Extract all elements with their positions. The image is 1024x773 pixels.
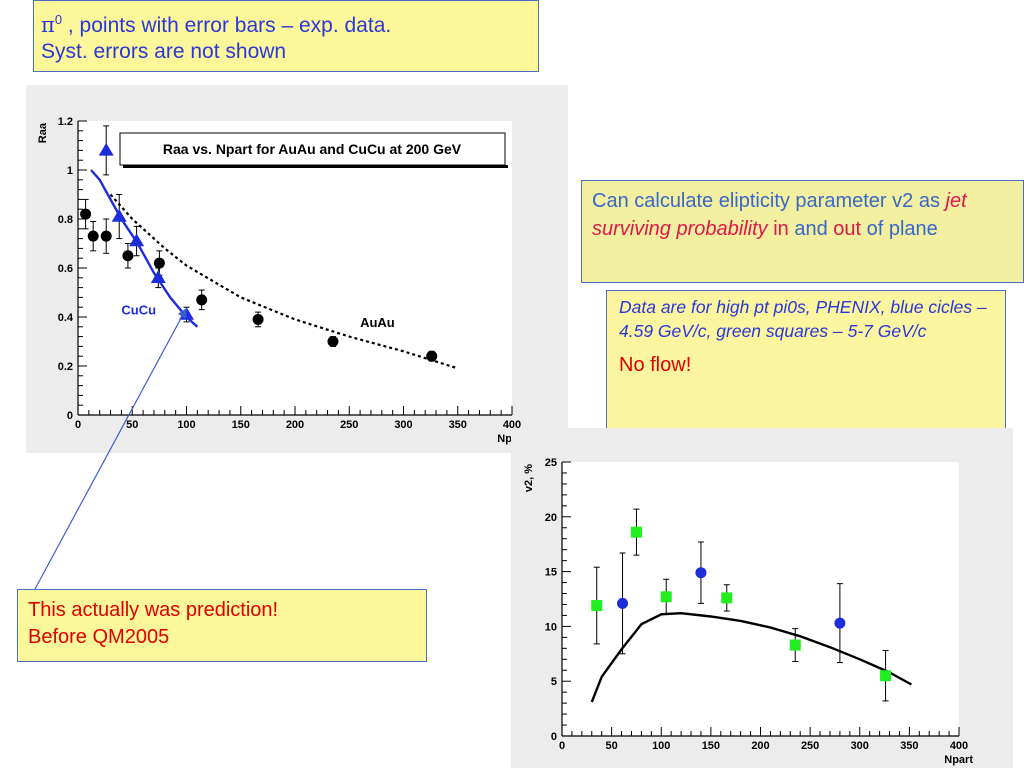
x-tick-label: 100 [177, 419, 195, 431]
y-tick-label: 0.6 [58, 263, 73, 275]
x-axis-label: Npart [944, 754, 973, 766]
data-point-square [630, 526, 642, 538]
x-tick-label: 300 [851, 740, 869, 752]
y-tick-label: 15 [545, 567, 557, 579]
raa-chart-panel: 0 50 100 150 200 250 300 350 400 0 0.2 0.4 0.6 0.8 1 1.… [26, 85, 568, 453]
v2-text-b: jet surviving probability [592, 190, 967, 240]
data-point-square [880, 670, 892, 682]
data-point-circle [834, 617, 846, 629]
data-point-circle [695, 567, 707, 579]
annotation-auau: AuAu [360, 315, 395, 330]
x-tick-label: 250 [340, 419, 358, 431]
x-tick-label: 0 [559, 740, 565, 752]
v2-text-f: of plane [861, 218, 938, 240]
y-tick-label: 0.4 [58, 312, 74, 324]
pi-symbol: π [41, 13, 55, 37]
pi-superscript: 0 [54, 12, 63, 27]
x-tick-label: 50 [126, 419, 138, 431]
data-point-circle [122, 250, 134, 262]
data-point-circle [153, 257, 165, 269]
y-tick-label: 1.2 [58, 116, 73, 128]
x-tick-label: 150 [232, 419, 250, 431]
x-tick-label: 0 [75, 419, 81, 431]
y-tick-label: 0 [67, 410, 73, 422]
data-point-triangle [150, 270, 166, 284]
x-tick-label: 50 [606, 740, 618, 752]
data-point-square [660, 591, 672, 603]
note-data-description: Data are for high pt pi0s, PHENIX, blue … [606, 290, 1006, 432]
data-point-circle [426, 350, 438, 362]
y-axis-label: v2, % [523, 464, 535, 492]
y-tick-label: 0 [551, 731, 557, 743]
data-point-circle [327, 336, 339, 347]
note-line2: Syst. errors are not shown [41, 40, 287, 63]
v2-text-c: in [767, 218, 795, 240]
note-experimental-data: π0 , points with error bars – exp. data.… [33, 0, 539, 72]
data-point-triangle [129, 233, 145, 247]
chart-title-box [119, 132, 506, 166]
y-tick-label: 10 [545, 621, 557, 633]
v2-chart: 0 50 100 150 200 250 300 350 400 0 5 10 15 20 25 Npart v… [523, 457, 973, 766]
data-point-circle [80, 208, 92, 220]
x-tick-label: 400 [950, 740, 968, 752]
v2-text-d: and [794, 218, 828, 240]
data-point-square [591, 600, 603, 612]
x-tick-label: 200 [286, 419, 304, 431]
no-flow-text: No flow! [619, 354, 692, 376]
annotation-cucu: CuCu [121, 303, 156, 318]
x-tick-label: 350 [900, 740, 918, 752]
v2-text-a: Can calculate elipticity parameter v2 as [592, 190, 946, 212]
y-axis-label: Raa [37, 122, 49, 143]
y-tick-label: 1 [67, 165, 73, 177]
data-desc-text: Data are for high pt pi0s, PHENIX, blue … [619, 297, 987, 341]
x-tick-label: 200 [751, 740, 769, 752]
x-tick-label: 300 [394, 419, 412, 431]
v2-text-e: out [827, 218, 862, 240]
prediction-line2: Before QM2005 [28, 626, 170, 648]
data-point-square [721, 592, 733, 604]
y-tick-label: 0.8 [58, 214, 73, 226]
data-point-circle [617, 597, 629, 609]
raa-chart: 0 50 100 150 200 250 300 350 40000.20.40.60.811.… [37, 116, 526, 445]
data-point-circle [252, 313, 264, 325]
prediction-line1: This actually was prediction! [28, 599, 279, 621]
data-point-triangle [111, 209, 127, 222]
data-point-circle [87, 230, 99, 242]
x-tick-label: 150 [702, 740, 720, 752]
x-tick-label: 350 [449, 419, 467, 431]
data-point-circle [196, 294, 208, 306]
curve-theory [590, 611, 912, 703]
note-line1: , points with error bars – exp. data. [62, 14, 392, 37]
y-tick-label: 25 [545, 457, 557, 469]
data-point-square [789, 639, 801, 651]
x-tick-label: 100 [652, 740, 670, 752]
curve-auau [109, 193, 459, 370]
note-prediction: This actually was prediction! Before QM2… [17, 589, 427, 662]
note-elipticity: Can calculate elipticity parameter v2 as… [581, 180, 1024, 283]
y-tick-label: 5 [551, 676, 557, 688]
v2-chart-panel: 0 50 100 150 200 250 300 350 400 0 5 10 15 20 25 Npart v… [511, 428, 1013, 768]
x-tick-label: 250 [801, 740, 819, 752]
chart-title-shadow [123, 165, 508, 168]
chart-title: Raa vs. Npart for AuAu and CuCu at 200 G… [163, 141, 462, 157]
y-tick-label: 20 [545, 512, 557, 524]
data-point-circle [100, 230, 112, 242]
data-point-triangle [98, 142, 114, 156]
plot-area [562, 462, 959, 736]
y-tick-label: 0.2 [58, 361, 73, 373]
